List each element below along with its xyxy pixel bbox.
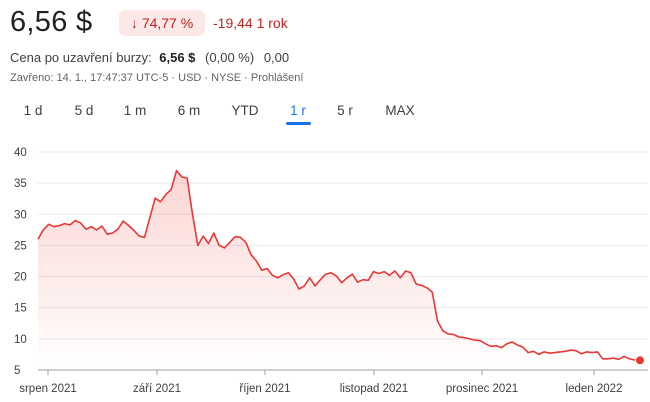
change-percent: 74,77 % (141, 15, 194, 31)
last-price-marker (635, 355, 645, 366)
x-tick-label: říjen 2021 (239, 383, 290, 395)
x-tick-label: září 2021 (133, 383, 181, 395)
after-hours-row: Cena po uzavření burzy: 6,56 $ (0,00 %) … (10, 50, 289, 65)
x-tick-label: srpen 2021 (19, 383, 77, 395)
y-tick-label: 40 (14, 147, 27, 159)
tab-ytd[interactable]: YTD (231, 103, 259, 118)
tab-5-years[interactable]: 5 r (337, 103, 353, 118)
change-percent-badge: ↓ 74,77 % (119, 10, 205, 36)
x-tick-label: listopad 2021 (340, 383, 408, 395)
after-hours-label: Cena po uzavření burzy: (10, 50, 152, 65)
change-absolute: -19,44 1 rok (213, 15, 288, 31)
y-axis-labels: 5 10 15 20 25 30 35 40 (14, 147, 27, 377)
tab-1-day[interactable]: 1 d (23, 103, 43, 118)
chart-area (38, 170, 640, 370)
market-meta: Zavřeno: 14. 1., 17:47:37 UTC-5 · USD · … (10, 72, 304, 84)
price-line (37, 169, 641, 362)
after-hours-price: 6,56 $ (159, 50, 196, 65)
range-tabs: 1 d 5 d 1 m 6 m YTD 1 r 5 r MAX (0, 103, 650, 127)
y-tick-label: 20 (14, 272, 27, 284)
after-hours-percent: (0,00 %) (205, 50, 255, 65)
tab-5-days[interactable]: 5 d (74, 103, 94, 118)
y-tick-label: 30 (14, 209, 27, 221)
chart-line (37, 169, 641, 362)
active-tab-indicator (286, 122, 311, 125)
tab-max[interactable]: MAX (385, 103, 415, 118)
last-price-dot (635, 355, 645, 366)
y-tick-label: 5 (14, 365, 20, 377)
y-tick-label: 15 (14, 303, 27, 315)
y-tick-label: 10 (14, 334, 27, 346)
stock-price: 6,56 $ (10, 6, 93, 38)
x-tick-label: leden 2022 (566, 383, 623, 395)
price-area-fill (38, 170, 640, 370)
tab-1-month[interactable]: 1 m (123, 103, 147, 118)
after-hours-change: 0,00 (263, 50, 290, 65)
tab-6-months[interactable]: 6 m (177, 103, 201, 118)
x-tick-label: prosinec 2021 (446, 383, 518, 395)
arrow-down-icon: ↓ (130, 15, 138, 31)
y-tick-label: 35 (14, 178, 27, 190)
y-tick-label: 25 (14, 240, 27, 252)
tab-1-year[interactable]: 1 r (290, 103, 306, 118)
x-axis: srpen 2021 září 2021 říjen 2021 listopad 20… (19, 369, 648, 395)
